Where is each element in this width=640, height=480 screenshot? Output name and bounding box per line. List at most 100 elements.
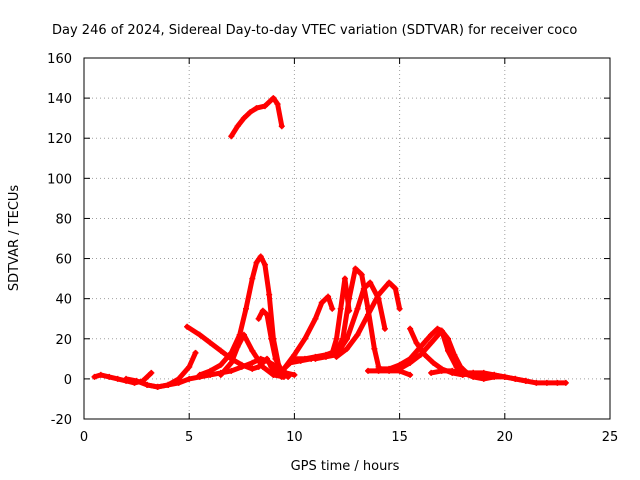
data-point: [512, 375, 519, 382]
data-point: [365, 367, 372, 374]
data-point: [261, 103, 268, 110]
data-point: [276, 369, 283, 376]
data-point: [396, 365, 403, 372]
data-point: [381, 325, 388, 332]
x-tick-label: 15: [391, 430, 408, 445]
y-tick-label: 80: [55, 212, 72, 227]
data-point: [562, 379, 569, 386]
data-point: [333, 353, 340, 360]
data-point: [186, 375, 193, 382]
x-tick-label: 5: [185, 430, 193, 445]
data-point: [228, 359, 235, 366]
data-point: [480, 375, 487, 382]
data-point: [301, 335, 308, 342]
data-point: [438, 367, 445, 374]
data-point: [249, 275, 256, 282]
x-tick-label: 10: [286, 430, 303, 445]
data-point: [291, 371, 298, 378]
data-point: [217, 347, 224, 354]
data-point: [554, 379, 561, 386]
data-point: [268, 335, 275, 342]
data-point: [196, 331, 203, 338]
y-tick-label: 40: [55, 293, 72, 308]
data-point: [217, 371, 224, 378]
data-point: [407, 359, 414, 366]
data-point: [97, 371, 104, 378]
data-point: [291, 355, 298, 362]
data-point: [333, 335, 340, 342]
data-point: [407, 371, 414, 378]
data-point: [228, 133, 235, 140]
x-axis-label: GPS time / hours: [291, 459, 400, 474]
data-point: [234, 343, 241, 350]
data-point: [341, 275, 348, 282]
data-point: [255, 315, 262, 322]
data-point: [264, 311, 271, 318]
data-point: [165, 381, 172, 388]
data-point: [253, 105, 260, 112]
data-point: [352, 265, 359, 272]
y-tick-label: 120: [47, 132, 72, 147]
data-point: [386, 279, 393, 286]
series-arc-5: [228, 95, 285, 139]
data-point: [240, 331, 247, 338]
data-point: [192, 349, 199, 356]
data-point: [272, 355, 279, 362]
data-point: [175, 379, 182, 386]
data-point: [337, 305, 344, 312]
data-point: [367, 279, 374, 286]
data-point: [449, 367, 456, 374]
data-point: [238, 361, 245, 368]
data-point: [407, 325, 414, 332]
data-point: [543, 379, 550, 386]
data-point: [264, 355, 271, 362]
data-point: [249, 359, 256, 366]
y-tick-label: 160: [47, 52, 72, 67]
data-point: [114, 375, 121, 382]
data-point: [365, 311, 372, 318]
data-point: [261, 261, 268, 268]
series-group: [91, 95, 569, 390]
y-axis-label: SDTVAR / TECUs: [7, 185, 22, 292]
data-point: [358, 271, 365, 278]
y-tick-label: 140: [47, 92, 72, 107]
data-point: [207, 339, 214, 346]
y-tick-label: 100: [47, 172, 72, 187]
data-point: [312, 315, 319, 322]
plot-border: [83, 57, 611, 420]
data-point: [344, 335, 350, 342]
data-point: [329, 305, 336, 312]
data-point: [285, 373, 292, 380]
series-arc-13: [334, 280, 403, 360]
data-point: [243, 305, 250, 312]
data-point: [301, 355, 308, 362]
data-point: [533, 379, 540, 386]
data-point: [133, 377, 140, 384]
data-point: [318, 299, 325, 306]
data-point: [312, 355, 319, 362]
y-tick-label: 0: [64, 373, 72, 388]
data-point: [375, 365, 382, 372]
data-point: [268, 363, 275, 370]
data-point: [259, 363, 266, 370]
data-point: [344, 345, 350, 352]
data-point: [392, 285, 399, 292]
data-point: [259, 307, 266, 314]
data-point: [278, 123, 285, 130]
axis-ticks: 0 5 10 15 20 25 -20 0 20 40 60 80 100 120 140 160: [47, 52, 618, 445]
data-point: [434, 325, 441, 332]
chart-title: Day 246 of 2024, Sidereal Day-to-day VTE…: [52, 23, 577, 38]
data-point: [144, 381, 151, 388]
data-point: [234, 123, 241, 130]
data-point: [386, 365, 393, 372]
data-point: [430, 359, 437, 366]
data-point: [421, 351, 428, 358]
data-point: [247, 109, 254, 116]
data-point: [228, 367, 235, 374]
data-point: [470, 373, 477, 380]
y-tick-label: -20: [51, 413, 72, 428]
data-point: [325, 293, 332, 300]
data-point: [371, 345, 378, 352]
data-point: [522, 377, 529, 384]
